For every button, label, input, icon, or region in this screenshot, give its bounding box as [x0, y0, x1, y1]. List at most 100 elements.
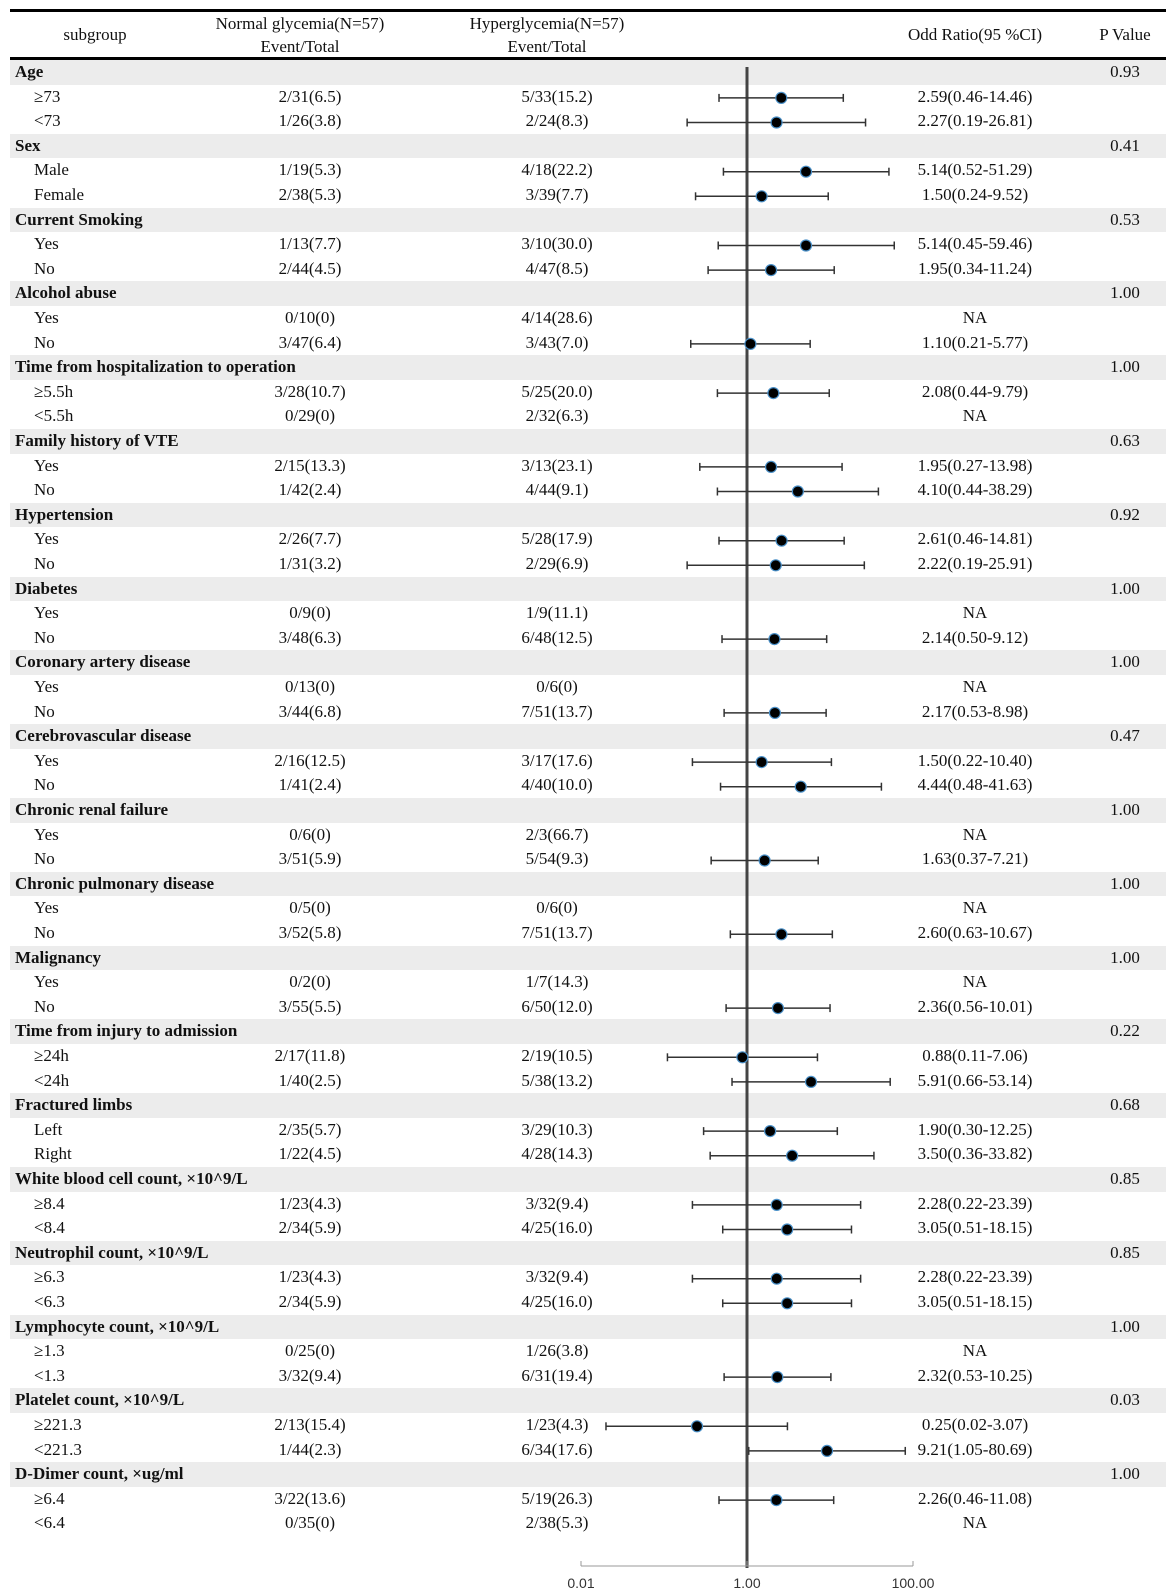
- hyper-event-total: 3/32(9.4): [525, 1267, 589, 1287]
- odd-ratio-text: 5.14(0.52-51.29): [917, 160, 1033, 180]
- group-label: Current Smoking: [15, 209, 143, 229]
- p-value: 0.68: [1110, 1095, 1140, 1115]
- subgroup-row: No 3/51(5.9) 5/54(9.3) 1.63(0.37-7.21): [10, 847, 1166, 872]
- group-label: Age: [15, 62, 44, 81]
- odd-ratio-text: NA: [962, 898, 988, 918]
- subgroup-row: Yes 0/10(0) 4/14(28.6) NA: [10, 306, 1166, 331]
- group-row: Sex 0.41: [10, 133, 1166, 159]
- subgroup-label: No: [34, 775, 55, 795]
- p-value: 0.41: [1110, 135, 1140, 155]
- normal-event-total: 0/6(0): [289, 824, 331, 844]
- p-value: 0.92: [1110, 504, 1140, 524]
- normal-event-total: 2/35(5.7): [278, 1119, 342, 1139]
- odd-ratio-text: 0.25(0.02-3.07): [921, 1415, 1029, 1434]
- group-row: Chronic pulmonary disease 1.00: [10, 871, 1166, 897]
- header-rule: [10, 57, 1166, 60]
- p-value: 1.00: [1110, 578, 1140, 598]
- normal-event-total: 0/25(0): [284, 1341, 336, 1361]
- subgroup-label: Yes: [34, 308, 59, 327]
- p-value: 1.00: [1110, 283, 1140, 303]
- subgroup-row: No 1/31(3.2) 2/29(6.9) 2.22(0.19-25.91): [10, 552, 1166, 577]
- subgroup-row: <5.5h 0/29(0) 2/32(6.3) NA: [10, 404, 1166, 429]
- normal-event-total: 1/22(4.5): [278, 1144, 342, 1164]
- subgroup-row: ≥221.3 2/13(15.4) 1/23(4.3) 0.25(0.02-3.07): [10, 1413, 1166, 1438]
- normal-event-total: 2/16(12.5): [274, 750, 346, 770]
- group-label: Chronic renal failure: [15, 800, 168, 819]
- subgroup-label: ≥6.4: [34, 1488, 65, 1508]
- group-label: White blood cell count, ×10^9/L: [15, 1169, 248, 1188]
- subgroup-row: No 1/42(2.4) 4/44(9.1) 4.10(0.44-38.29): [10, 478, 1166, 503]
- normal-event-total: 3/48(6.3): [278, 627, 342, 647]
- group-row: Current Smoking 0.53: [10, 207, 1166, 233]
- subgroup-row: ≥1.3 0/25(0) 1/26(3.8) NA: [10, 1339, 1166, 1364]
- group-label: Malignancy: [15, 947, 101, 967]
- odd-ratio-text: 2.22(0.19-25.91): [917, 554, 1033, 573]
- odd-ratio-text: 3.05(0.51-18.15): [917, 1218, 1033, 1238]
- subgroup-label: <8.4: [34, 1218, 65, 1238]
- odd-ratio-text: 2.32(0.53-10.25): [917, 1365, 1033, 1385]
- hyper-event-total: 4/25(16.0): [521, 1292, 593, 1311]
- hyper-event-total: 1/7(14.3): [525, 972, 589, 992]
- subgroup-row: No 3/47(6.4) 3/43(7.0) 1.10(0.21-5.77): [10, 331, 1166, 356]
- normal-event-total: 3/28(10.7): [274, 381, 346, 401]
- hyper-event-total: 3/39(7.7): [525, 185, 589, 204]
- group-label: Time from hospitalization to operation: [15, 357, 296, 377]
- normal-event-total: 1/26(3.8): [278, 111, 342, 131]
- normal-event-total: 1/42(2.4): [278, 480, 342, 500]
- hyper-event-total: 4/14(28.6): [521, 308, 593, 327]
- subgroup-label: <24h: [34, 1070, 70, 1090]
- normal-event-total: 0/10(0): [284, 308, 336, 327]
- normal-event-total: 2/15(13.3): [274, 455, 346, 475]
- subgroup-label: No: [34, 923, 55, 942]
- subgroup-label: No: [34, 332, 55, 352]
- group-label: Chronic pulmonary disease: [15, 873, 214, 893]
- odd-ratio-text: 2.27(0.19-26.81): [917, 111, 1033, 131]
- subgroup-label: Yes: [34, 234, 59, 254]
- group-row: Family history of VTE 0.63: [10, 429, 1166, 454]
- subgroup-row: <73 1/26(3.8) 2/24(8.3) 2.27(0.19-26.81): [10, 109, 1166, 134]
- normal-event-total: 1/41(2.4): [278, 775, 342, 795]
- subgroup-row: <1.3 3/32(9.4) 6/31(19.4) 2.32(0.53-10.25): [10, 1364, 1166, 1389]
- normal-event-total: 1/23(4.3): [278, 1193, 342, 1213]
- hyper-event-total: 3/17(17.6): [521, 750, 593, 770]
- subgroup-label: Yes: [34, 824, 59, 844]
- group-row: Alcohol abuse 1.00: [10, 281, 1166, 306]
- subgroup-label: ≥5.5h: [34, 381, 74, 401]
- hyper-event-total: 2/19(10.5): [521, 1046, 593, 1065]
- hyper-event-total: 6/48(12.5): [521, 627, 593, 647]
- subgroup-row: No 3/52(5.8) 7/51(13.7) 2.60(0.63-10.67): [10, 921, 1166, 946]
- subgroup-label: ≥1.3: [34, 1341, 65, 1361]
- hyper-event-total: 2/38(5.3): [525, 1513, 589, 1533]
- subgroup-row: Yes 0/13(0) 0/6(0) NA: [10, 675, 1166, 700]
- hyper-event-total: 6/50(12.0): [521, 996, 593, 1016]
- group-label: Neutrophil count, ×10^9/L: [15, 1242, 209, 1262]
- odd-ratio-text: 2.26(0.46-11.08): [917, 1488, 1033, 1508]
- normal-event-total: 2/34(5.9): [278, 1292, 342, 1311]
- subgroup-label: ≥24h: [34, 1046, 69, 1065]
- odd-ratio-text: 2.28(0.22-23.39): [917, 1267, 1033, 1287]
- normal-event-total: 0/5(0): [289, 898, 331, 918]
- odd-ratio-text: NA: [962, 677, 988, 696]
- group-row: Platelet count, ×10^9/L 0.03: [10, 1388, 1166, 1413]
- hyper-event-total: 0/6(0): [536, 677, 578, 696]
- normal-event-total: 0/13(0): [284, 677, 336, 696]
- hyper-event-total: 4/18(22.2): [521, 160, 593, 180]
- normal-event-total: 2/31(6.5): [278, 86, 342, 106]
- normal-event-total: 1/31(3.2): [278, 554, 342, 573]
- group-row: Coronary artery disease 1.00: [10, 650, 1166, 675]
- subgroup-row: No 3/44(6.8) 7/51(13.7) 2.17(0.53-8.98): [10, 700, 1166, 725]
- subgroup-row: No 3/55(5.5) 6/50(12.0) 2.36(0.56-10.01): [10, 995, 1166, 1020]
- p-value: 1.00: [1110, 652, 1140, 672]
- normal-event-total: 1/44(2.3): [278, 1439, 342, 1459]
- p-value: 0.53: [1110, 209, 1140, 229]
- header-subgroup: subgroup: [63, 25, 127, 44]
- subgroup-label: No: [34, 627, 55, 647]
- subgroup-row: Yes 2/26(7.7) 5/28(17.9) 2.61(0.46-14.81): [10, 527, 1166, 552]
- odd-ratio-text: 2.14(0.50-9.12): [921, 627, 1029, 647]
- group-row: White blood cell count, ×10^9/L 0.85: [10, 1167, 1166, 1192]
- subgroup-row: Yes 0/9(0) 1/9(11.1) NA: [10, 601, 1166, 626]
- subgroup-row: <221.3 1/44(2.3) 6/34(17.6) 9.21(1.05-80.69…: [10, 1438, 1166, 1463]
- group-label: Alcohol abuse: [15, 283, 117, 303]
- group-label: Family history of VTE: [15, 431, 179, 450]
- odd-ratio-text: 2.61(0.46-14.81): [917, 529, 1033, 549]
